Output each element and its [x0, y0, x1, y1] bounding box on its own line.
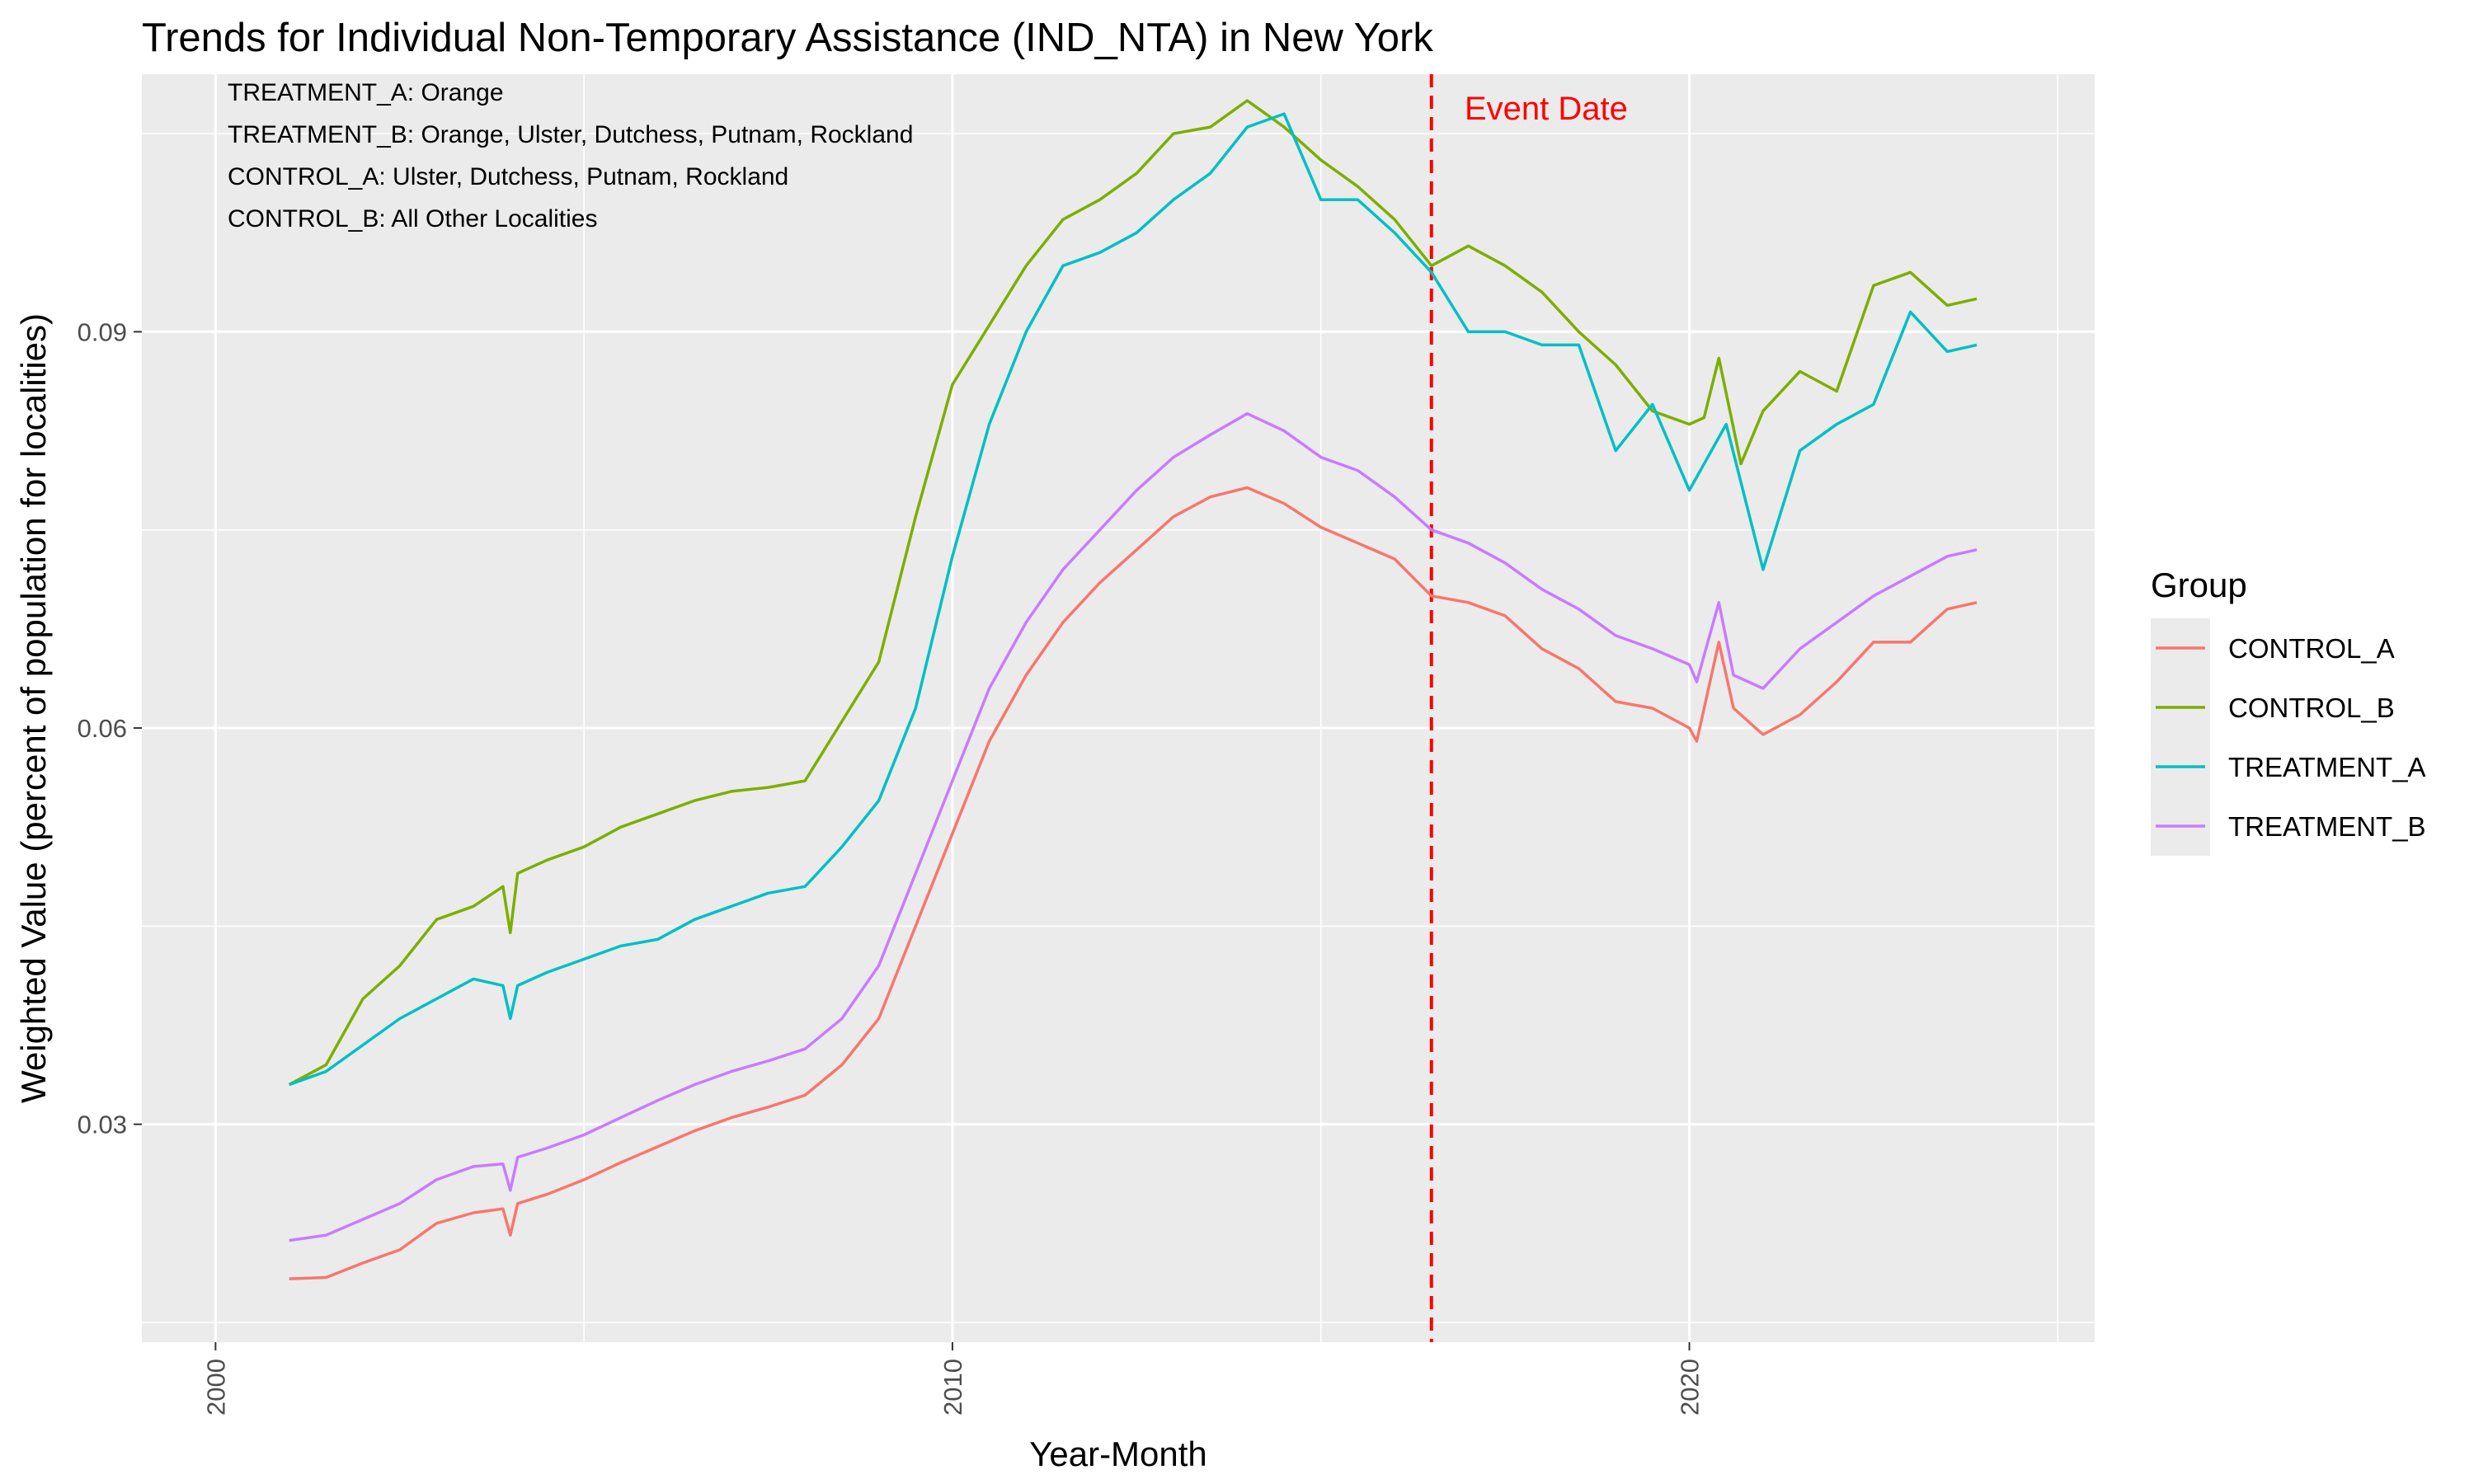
legend-label-control-b: CONTROL_B: [2228, 693, 2395, 723]
legend-label-treatment-a: TREATMENT_A: [2228, 752, 2426, 782]
axes: 0.03 0.06 0.09 2000 2010 2020: [78, 317, 1705, 1416]
x-tick-label: 2010: [938, 1359, 967, 1416]
plot-panel: [142, 74, 2095, 1342]
y-tick-label: 0.06: [78, 714, 127, 743]
event-date-label: Event Date: [1465, 91, 1628, 127]
series-line-treatment-a: [289, 112, 1978, 1087]
grid: [142, 74, 2095, 1342]
x-tick-label: 2020: [1676, 1359, 1705, 1416]
x-axis-title: Year-Month: [1029, 1435, 1207, 1473]
chart-title: Trends for Individual Non-Temporary Assi…: [142, 16, 1433, 60]
legend-title: Group: [2151, 566, 2247, 604]
y-axis-title: Weighted Value (percent of population fo…: [14, 313, 53, 1103]
legend: Group CONTROL_A CONTROL_B TREATMENT_A TREAT…: [2151, 566, 2426, 856]
annotation-block: TREATMENT_A: Orange TREATMENT_B: Orange,…: [228, 79, 913, 232]
legend-label-control-a: CONTROL_A: [2228, 633, 2395, 664]
series-line-control-b: [288, 99, 1978, 1087]
series-line-control-a: [289, 486, 1978, 1280]
annotation-control-b: CONTROL_B: All Other Localities: [228, 205, 598, 232]
annotation-treatment-b: TREATMENT_B: Orange, Ulster, Dutchess, P…: [228, 121, 913, 148]
annotation-control-a: CONTROL_A: Ulster, Dutchess, Putnam, Roc…: [228, 163, 788, 190]
annotation-treatment-a: TREATMENT_A: Orange: [228, 79, 504, 106]
series-group: [288, 99, 1978, 1280]
legend-label-treatment-b: TREATMENT_B: [2228, 811, 2426, 842]
y-tick-label: 0.09: [78, 317, 127, 346]
x-tick-label: 2000: [201, 1359, 230, 1416]
series-line-treatment-b: [289, 411, 1978, 1242]
y-tick-label: 0.03: [78, 1111, 127, 1139]
